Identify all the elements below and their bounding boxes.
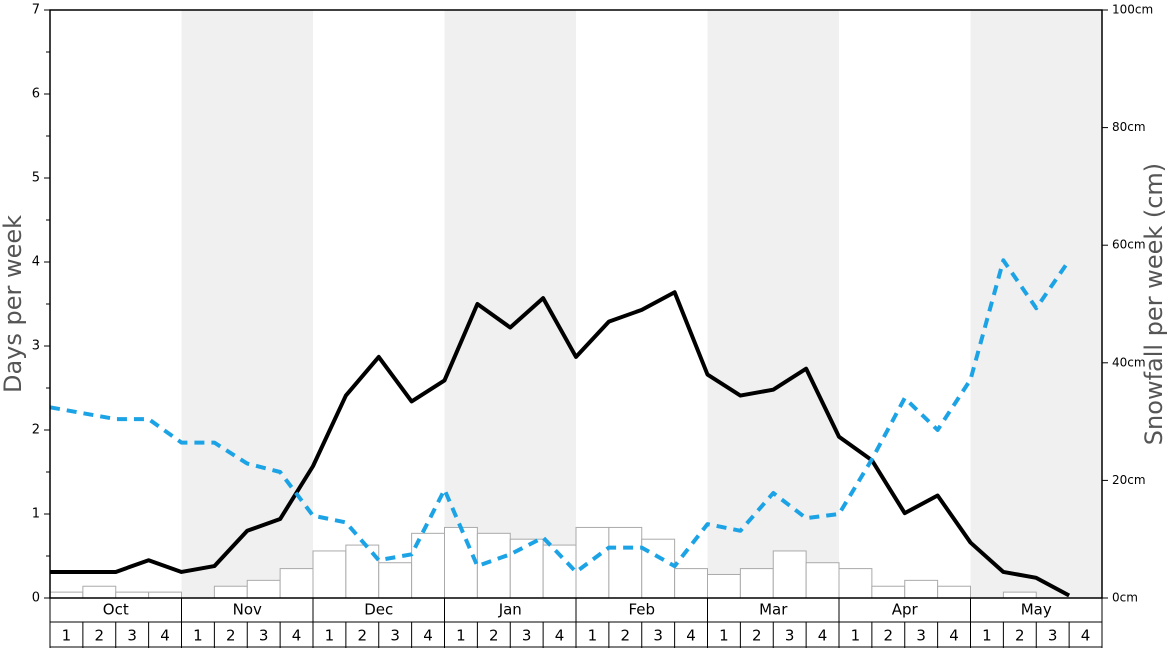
x-tick-label: 4 [1081, 627, 1091, 645]
bar [378, 562, 413, 599]
x-tick-label: 2 [95, 627, 105, 645]
x-tick-label: 2 [226, 627, 236, 645]
bar [213, 585, 248, 599]
x-tick-label: 4 [423, 627, 433, 645]
y2-tick-label: 0cm [1112, 591, 1138, 605]
y2-tick-label: 80cm [1112, 120, 1146, 134]
y2-tick-label: 60cm [1112, 238, 1146, 252]
x-tick-label: 1 [456, 627, 466, 645]
bar [148, 591, 182, 599]
bar [904, 579, 939, 599]
month-label: Apr [892, 601, 919, 619]
month-band [181, 10, 313, 598]
x-tick-label: 4 [555, 627, 565, 645]
y-tick-label: 5 [32, 171, 40, 186]
bar [115, 591, 150, 599]
y2-tick-label: 40cm [1112, 355, 1146, 369]
x-tick-label: 3 [127, 627, 137, 645]
month-label: May [1021, 601, 1052, 619]
x-tick-label: 2 [621, 627, 631, 645]
month-band [444, 10, 576, 598]
bar [411, 532, 445, 599]
x-tick-label: 1 [325, 627, 335, 645]
x-tick-label: 4 [686, 627, 696, 645]
bar [1002, 591, 1037, 599]
x-tick-label: 3 [390, 627, 400, 645]
bar [937, 585, 971, 599]
bar [739, 568, 774, 599]
month-band [707, 10, 839, 598]
x-tick-label: 2 [358, 627, 368, 645]
x-tick-label: 1 [719, 627, 729, 645]
x-tick-label: 4 [949, 627, 959, 645]
month-label: Mar [759, 601, 788, 619]
bar [674, 568, 708, 599]
x-tick-label: 2 [884, 627, 894, 645]
x-tick-label: 1 [62, 627, 72, 645]
y-tick-label: 7 [32, 3, 40, 18]
bar [444, 526, 478, 599]
bar [838, 568, 873, 599]
y-tick-label: 6 [32, 87, 40, 102]
x-tick-label: 3 [785, 627, 795, 645]
x-tick-label: 3 [259, 627, 269, 645]
bar [509, 538, 544, 599]
bar [871, 585, 906, 599]
bar [575, 526, 610, 599]
y-axis-title: Days per week [0, 215, 27, 393]
x-tick-label: 3 [1048, 627, 1058, 645]
y-tick-label: 1 [32, 507, 40, 522]
bar [246, 579, 281, 599]
bar [608, 526, 643, 599]
y-tick-label: 4 [32, 255, 40, 270]
bar [82, 585, 117, 599]
x-tick-label: 1 [982, 627, 992, 645]
x-tick-label: 1 [193, 627, 203, 645]
x-tick-label: 4 [818, 627, 828, 645]
y2-tick-label: 100cm [1112, 3, 1153, 17]
month-label: Oct [103, 601, 129, 619]
month-label: Jan [498, 601, 522, 619]
x-tick-label: 3 [653, 627, 663, 645]
bar [707, 573, 741, 599]
x-tick-label: 1 [588, 627, 598, 645]
x-tick-label: 1 [851, 627, 861, 645]
y-tick-label: 0 [32, 591, 40, 606]
x-tick-label: 4 [160, 627, 170, 645]
y-tick-label: 2 [32, 423, 40, 438]
bar [641, 538, 676, 599]
y2-tick-label: 20cm [1112, 473, 1146, 487]
bar [49, 591, 84, 599]
month-label: Nov [233, 601, 262, 619]
y2-axis-title: Snowfall per week (cm) [1140, 163, 1168, 445]
x-tick-label: 4 [292, 627, 302, 645]
x-tick-label: 2 [1015, 627, 1025, 645]
bar [312, 550, 347, 599]
line [50, 290, 1071, 598]
bar [279, 568, 314, 599]
x-tick-label: 3 [522, 627, 532, 645]
x-tick-label: 2 [752, 627, 762, 645]
line [49, 258, 1071, 574]
month-label: Feb [628, 601, 655, 619]
month-label: Dec [364, 601, 393, 619]
bar [772, 550, 807, 599]
y-tick-label: 3 [32, 339, 40, 354]
x-tick-label: 3 [916, 627, 926, 645]
x-tick-label: 2 [489, 627, 499, 645]
bar [805, 562, 840, 599]
